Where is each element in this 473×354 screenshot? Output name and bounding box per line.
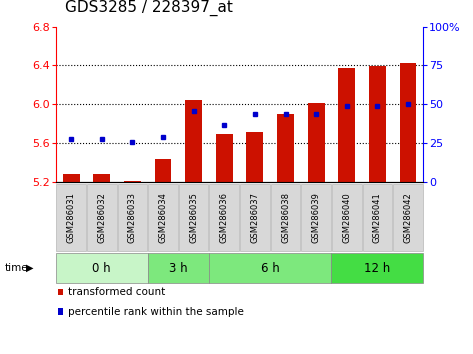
Text: GSM286037: GSM286037	[250, 192, 259, 243]
Text: 0 h: 0 h	[92, 262, 111, 275]
Text: 12 h: 12 h	[364, 262, 391, 275]
Text: GSM286031: GSM286031	[67, 192, 76, 243]
Bar	[216, 133, 233, 182]
Text: transformed count: transformed count	[68, 287, 165, 297]
Text: GSM286038: GSM286038	[281, 192, 290, 243]
Text: GSM286042: GSM286042	[403, 192, 412, 243]
Bar	[308, 103, 324, 182]
Text: percentile rank within the sample: percentile rank within the sample	[68, 307, 244, 316]
Text: GSM286033: GSM286033	[128, 192, 137, 243]
Bar	[93, 173, 110, 182]
Bar	[124, 181, 141, 182]
Text: GSM286035: GSM286035	[189, 192, 198, 243]
Bar	[369, 67, 386, 182]
Bar	[338, 68, 355, 182]
Bar	[155, 159, 171, 182]
Text: GDS3285 / 228397_at: GDS3285 / 228397_at	[65, 0, 233, 16]
Text: GSM286040: GSM286040	[342, 192, 351, 243]
Bar	[63, 173, 79, 182]
Text: ▶: ▶	[26, 263, 34, 273]
Text: 3 h: 3 h	[169, 262, 188, 275]
Bar	[246, 132, 263, 182]
Text: 6 h: 6 h	[261, 262, 280, 275]
Bar	[400, 63, 416, 182]
Bar	[277, 114, 294, 182]
Text: GSM286041: GSM286041	[373, 192, 382, 243]
Text: GSM286036: GSM286036	[220, 192, 229, 243]
Text: GSM286034: GSM286034	[158, 192, 167, 243]
Text: time: time	[5, 263, 28, 273]
Bar	[185, 99, 202, 182]
Text: GSM286032: GSM286032	[97, 192, 106, 243]
Text: GSM286039: GSM286039	[312, 192, 321, 243]
